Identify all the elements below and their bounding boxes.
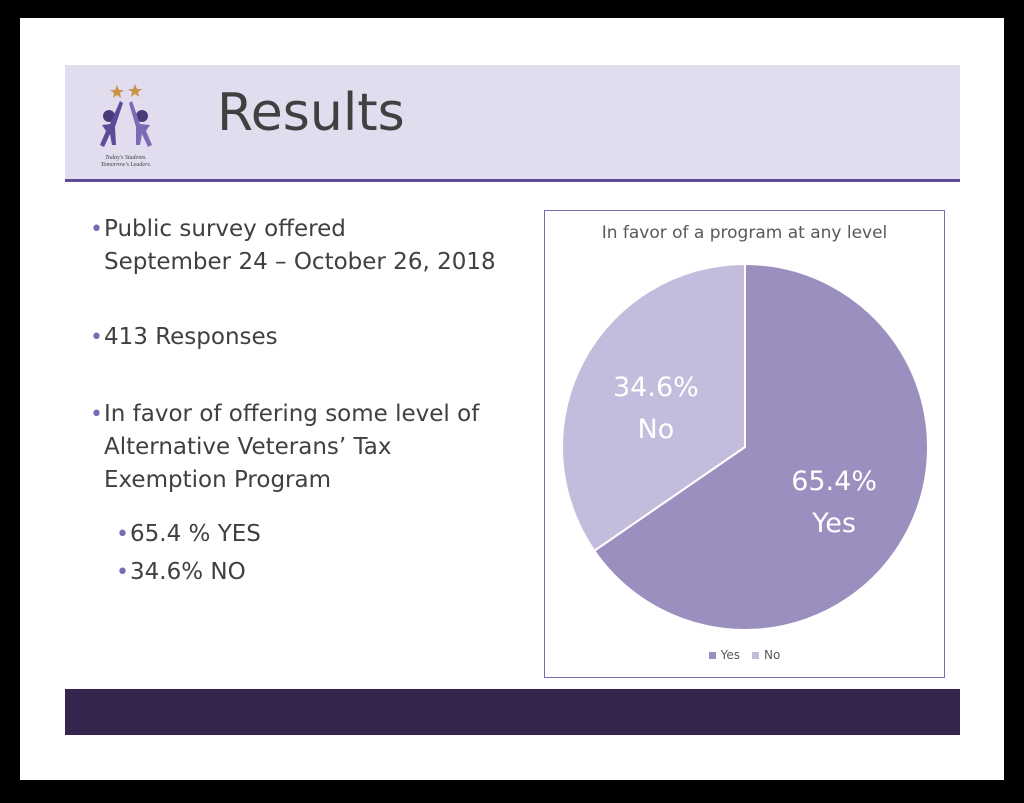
logo: Today's Students. Tomorrow's Leaders. [90, 79, 170, 173]
bullet-text: 413 Responses [104, 324, 278, 350]
pie-chart-frame: In favor of a program at any level 65.4%… [544, 210, 945, 678]
legend-item-no: No [752, 648, 780, 662]
bullet-text: 34.6% NO [130, 559, 246, 585]
bullet-text: 65.4 % YES [130, 521, 261, 547]
pie-slice-no [561, 262, 746, 553]
pie-slice-yes [592, 262, 929, 631]
chart-title: In favor of a program at any level [601, 223, 888, 243]
bullet-text: Alternative Veterans’ Tax [104, 434, 392, 460]
header-band: Today's Students. Tomorrow's Leaders. Re… [65, 65, 960, 182]
legend-swatch [708, 652, 716, 659]
bullet-text: Public survey offered [104, 216, 346, 242]
bullet-text: In favor of offering some level of [104, 401, 480, 427]
data-label-no-name: No [638, 414, 675, 445]
logo-figures-icon: Today's Students. Tomorrow's Leaders. [100, 84, 152, 168]
legend-label: Yes [720, 648, 741, 662]
bullet-text: September 24 – October 26, 2018 [104, 249, 496, 275]
bullet-text: Exemption Program [104, 467, 332, 493]
page-title: Results [217, 83, 405, 143]
data-label-yes-name: Yes [811, 508, 856, 539]
slide: Today's Students. Tomorrow's Leaders. Re… [20, 18, 1004, 780]
svg-text:Tomorrow's Leaders.: Tomorrow's Leaders. [101, 162, 152, 168]
legend-swatch [752, 652, 760, 659]
footer-band [65, 689, 960, 735]
pie-chart: 65.4% Yes 34.6% No [561, 262, 929, 631]
chart-legend: Yes No [545, 648, 944, 662]
legend-label: No [764, 648, 781, 662]
data-label-yes-pct: 65.4% [791, 466, 877, 497]
legend-item-yes: Yes [708, 648, 741, 662]
svg-text:Today's Students.: Today's Students. [105, 155, 146, 161]
data-label-no-pct: 34.6% [613, 372, 699, 403]
